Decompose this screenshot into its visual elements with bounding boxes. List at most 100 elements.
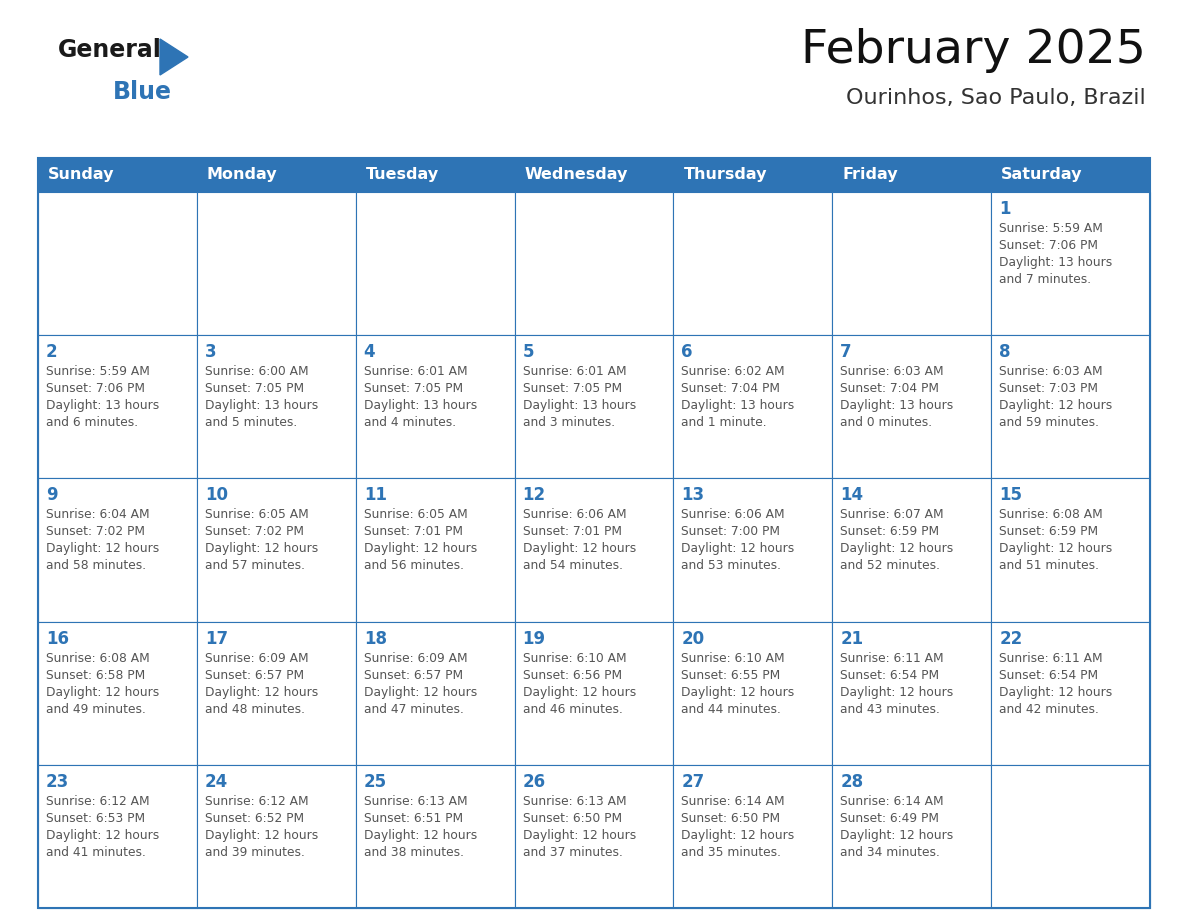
Text: 16: 16 [46, 630, 69, 647]
Text: 18: 18 [364, 630, 387, 647]
Text: 5: 5 [523, 343, 535, 361]
Text: Sunrise: 6:13 AM: Sunrise: 6:13 AM [364, 795, 467, 808]
Text: Sunrise: 6:06 AM: Sunrise: 6:06 AM [682, 509, 785, 521]
Text: and 59 minutes.: and 59 minutes. [999, 416, 1099, 430]
Bar [197, 621, 355, 765]
Text: Sunset: 6:53 PM: Sunset: 6:53 PM [46, 812, 145, 824]
Text: Daylight: 12 hours: Daylight: 12 hours [46, 543, 159, 555]
Text: Friday: Friday [842, 167, 898, 183]
Text: Sunrise: 6:14 AM: Sunrise: 6:14 AM [840, 795, 944, 808]
Bar [38, 158, 197, 192]
Text: and 35 minutes.: and 35 minutes. [682, 845, 782, 859]
Text: Sunset: 7:04 PM: Sunset: 7:04 PM [840, 382, 940, 396]
Bar [674, 335, 833, 478]
Text: Daylight: 12 hours: Daylight: 12 hours [682, 829, 795, 842]
Text: Sunset: 6:58 PM: Sunset: 6:58 PM [46, 668, 145, 681]
Text: 4: 4 [364, 343, 375, 361]
Text: and 51 minutes.: and 51 minutes. [999, 559, 1099, 573]
Text: Daylight: 13 hours: Daylight: 13 hours [840, 399, 954, 412]
Text: Sunrise: 6:03 AM: Sunrise: 6:03 AM [999, 365, 1102, 378]
Text: Sunrise: 6:01 AM: Sunrise: 6:01 AM [523, 365, 626, 378]
Text: and 43 minutes.: and 43 minutes. [840, 702, 940, 716]
Bar [355, 158, 514, 192]
Text: Sunrise: 5:59 AM: Sunrise: 5:59 AM [46, 365, 150, 378]
Text: Daylight: 12 hours: Daylight: 12 hours [523, 829, 636, 842]
Text: Sunrise: 5:59 AM: Sunrise: 5:59 AM [999, 222, 1102, 235]
Text: Thursday: Thursday [683, 167, 767, 183]
Text: and 3 minutes.: and 3 minutes. [523, 416, 614, 430]
Text: Sunset: 7:03 PM: Sunset: 7:03 PM [999, 382, 1098, 396]
Text: and 5 minutes.: and 5 minutes. [204, 416, 297, 430]
Text: Daylight: 12 hours: Daylight: 12 hours [46, 686, 159, 699]
Text: and 57 minutes.: and 57 minutes. [204, 559, 305, 573]
Text: Sunrise: 6:05 AM: Sunrise: 6:05 AM [364, 509, 467, 521]
Text: Tuesday: Tuesday [366, 167, 438, 183]
Bar [38, 158, 1150, 908]
Text: Sunrise: 6:08 AM: Sunrise: 6:08 AM [46, 652, 150, 665]
Text: Daylight: 12 hours: Daylight: 12 hours [364, 686, 476, 699]
Text: Saturday: Saturday [1001, 167, 1082, 183]
Text: 10: 10 [204, 487, 228, 504]
Bar [355, 192, 514, 335]
Text: 28: 28 [840, 773, 864, 790]
Text: and 4 minutes.: and 4 minutes. [364, 416, 456, 430]
Text: Monday: Monday [207, 167, 278, 183]
Text: Daylight: 13 hours: Daylight: 13 hours [364, 399, 476, 412]
Text: Sunrise: 6:02 AM: Sunrise: 6:02 AM [682, 365, 785, 378]
Text: Sunrise: 6:12 AM: Sunrise: 6:12 AM [46, 795, 150, 808]
Bar [674, 765, 833, 908]
Text: Sunrise: 6:11 AM: Sunrise: 6:11 AM [999, 652, 1102, 665]
Bar [991, 478, 1150, 621]
Bar [991, 621, 1150, 765]
Text: 21: 21 [840, 630, 864, 647]
Text: Sunset: 7:01 PM: Sunset: 7:01 PM [364, 525, 462, 538]
Text: Sunset: 6:54 PM: Sunset: 6:54 PM [840, 668, 940, 681]
Bar [197, 478, 355, 621]
Text: 19: 19 [523, 630, 545, 647]
Text: General: General [58, 38, 162, 62]
Bar [674, 478, 833, 621]
Bar [355, 765, 514, 908]
Bar [833, 765, 991, 908]
Bar [197, 765, 355, 908]
Text: Sunset: 6:56 PM: Sunset: 6:56 PM [523, 668, 621, 681]
Text: Sunrise: 6:03 AM: Sunrise: 6:03 AM [840, 365, 944, 378]
Text: Sunset: 6:49 PM: Sunset: 6:49 PM [840, 812, 940, 824]
Text: and 41 minutes.: and 41 minutes. [46, 845, 146, 859]
Bar [197, 335, 355, 478]
Text: Sunset: 6:54 PM: Sunset: 6:54 PM [999, 668, 1098, 681]
Text: Sunday: Sunday [48, 167, 114, 183]
Text: Daylight: 13 hours: Daylight: 13 hours [204, 399, 318, 412]
Bar [991, 192, 1150, 335]
Text: 15: 15 [999, 487, 1022, 504]
Text: Daylight: 13 hours: Daylight: 13 hours [682, 399, 795, 412]
Text: Daylight: 12 hours: Daylight: 12 hours [840, 829, 954, 842]
Text: Sunset: 7:00 PM: Sunset: 7:00 PM [682, 525, 781, 538]
Bar [514, 335, 674, 478]
Text: and 54 minutes.: and 54 minutes. [523, 559, 623, 573]
Text: and 42 minutes.: and 42 minutes. [999, 702, 1099, 716]
Text: and 44 minutes.: and 44 minutes. [682, 702, 782, 716]
Text: Sunset: 7:06 PM: Sunset: 7:06 PM [46, 382, 145, 396]
Text: and 34 minutes.: and 34 minutes. [840, 845, 940, 859]
Text: and 47 minutes.: and 47 minutes. [364, 702, 463, 716]
Text: February 2025: February 2025 [801, 28, 1146, 73]
Text: Sunset: 6:57 PM: Sunset: 6:57 PM [364, 668, 463, 681]
Text: Sunset: 6:55 PM: Sunset: 6:55 PM [682, 668, 781, 681]
Text: 8: 8 [999, 343, 1011, 361]
Text: and 53 minutes.: and 53 minutes. [682, 559, 782, 573]
Text: Daylight: 13 hours: Daylight: 13 hours [999, 256, 1112, 269]
Text: Sunset: 7:02 PM: Sunset: 7:02 PM [46, 525, 145, 538]
Text: Sunrise: 6:09 AM: Sunrise: 6:09 AM [204, 652, 309, 665]
Text: Daylight: 12 hours: Daylight: 12 hours [682, 686, 795, 699]
Bar [833, 478, 991, 621]
Bar [197, 192, 355, 335]
Text: 27: 27 [682, 773, 704, 790]
Bar [991, 158, 1150, 192]
Text: Sunrise: 6:14 AM: Sunrise: 6:14 AM [682, 795, 785, 808]
Text: Sunrise: 6:04 AM: Sunrise: 6:04 AM [46, 509, 150, 521]
Text: Daylight: 12 hours: Daylight: 12 hours [204, 686, 318, 699]
Text: 6: 6 [682, 343, 693, 361]
Text: and 49 minutes.: and 49 minutes. [46, 702, 146, 716]
Text: 9: 9 [46, 487, 58, 504]
